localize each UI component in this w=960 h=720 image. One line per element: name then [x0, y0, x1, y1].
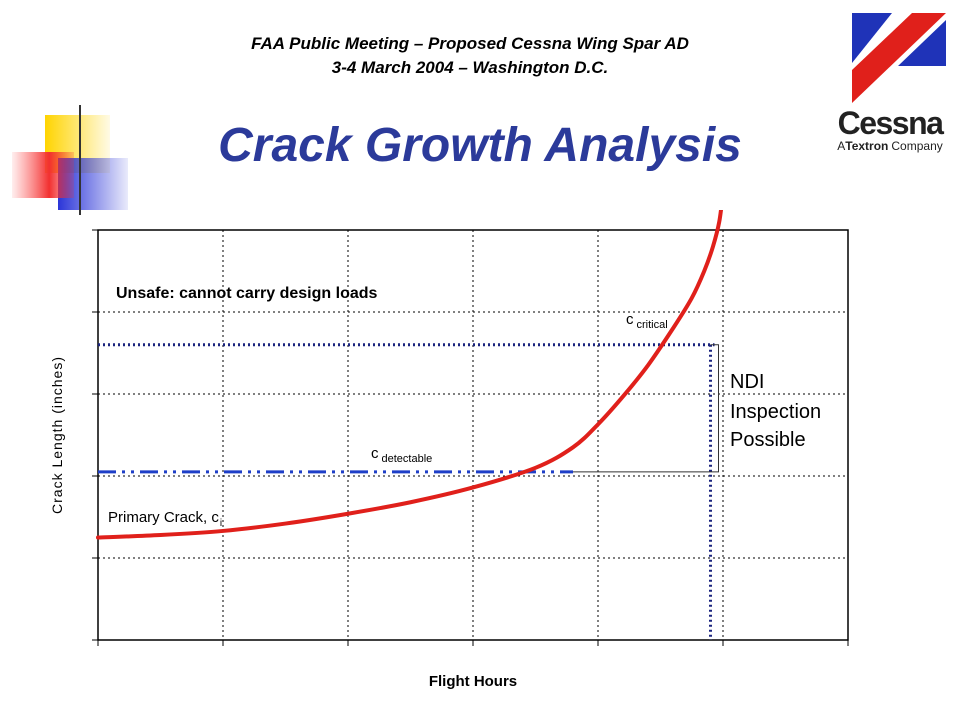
- crack-growth-chart: Unsafe: cannot carry design loads c criti…: [49, 210, 849, 690]
- meeting-date: 3-4 March 2004 – Washington D.C.: [331, 58, 609, 77]
- c-detectable-label: c detectable: [371, 445, 432, 465]
- cessna-logo: Cessna ATextron Company: [837, 13, 946, 153]
- ndi-bracket: [573, 344, 719, 473]
- logo-blue-shape-2: [898, 20, 946, 66]
- axis-ticks: [92, 229, 849, 646]
- unsafe-label: Unsafe: cannot carry design loads: [116, 285, 378, 302]
- logo-tagline: ATextron Company: [837, 139, 943, 153]
- ndi-label: NDI Inspection Possible: [730, 371, 827, 451]
- deco-red-square: [12, 152, 74, 198]
- primary-crack-label: Primary Crack, ci: [108, 509, 222, 529]
- crack-growth-curve: [96, 210, 724, 540]
- page-title: Crack Growth Analysis: [218, 119, 742, 172]
- decorative-squares: [12, 105, 880, 215]
- logo-wordmark: Cessna: [838, 105, 945, 141]
- c-critical-label: c critical: [626, 311, 668, 331]
- logo-blue-shape: [852, 13, 892, 63]
- chart-grid: [98, 230, 848, 640]
- meeting-title: FAA Public Meeting – Proposed Cessna Win…: [251, 34, 689, 53]
- y-axis-label: Crack Length (inches): [49, 356, 65, 514]
- x-axis-label: Flight Hours: [429, 673, 517, 690]
- logo-red-shape: [852, 13, 946, 103]
